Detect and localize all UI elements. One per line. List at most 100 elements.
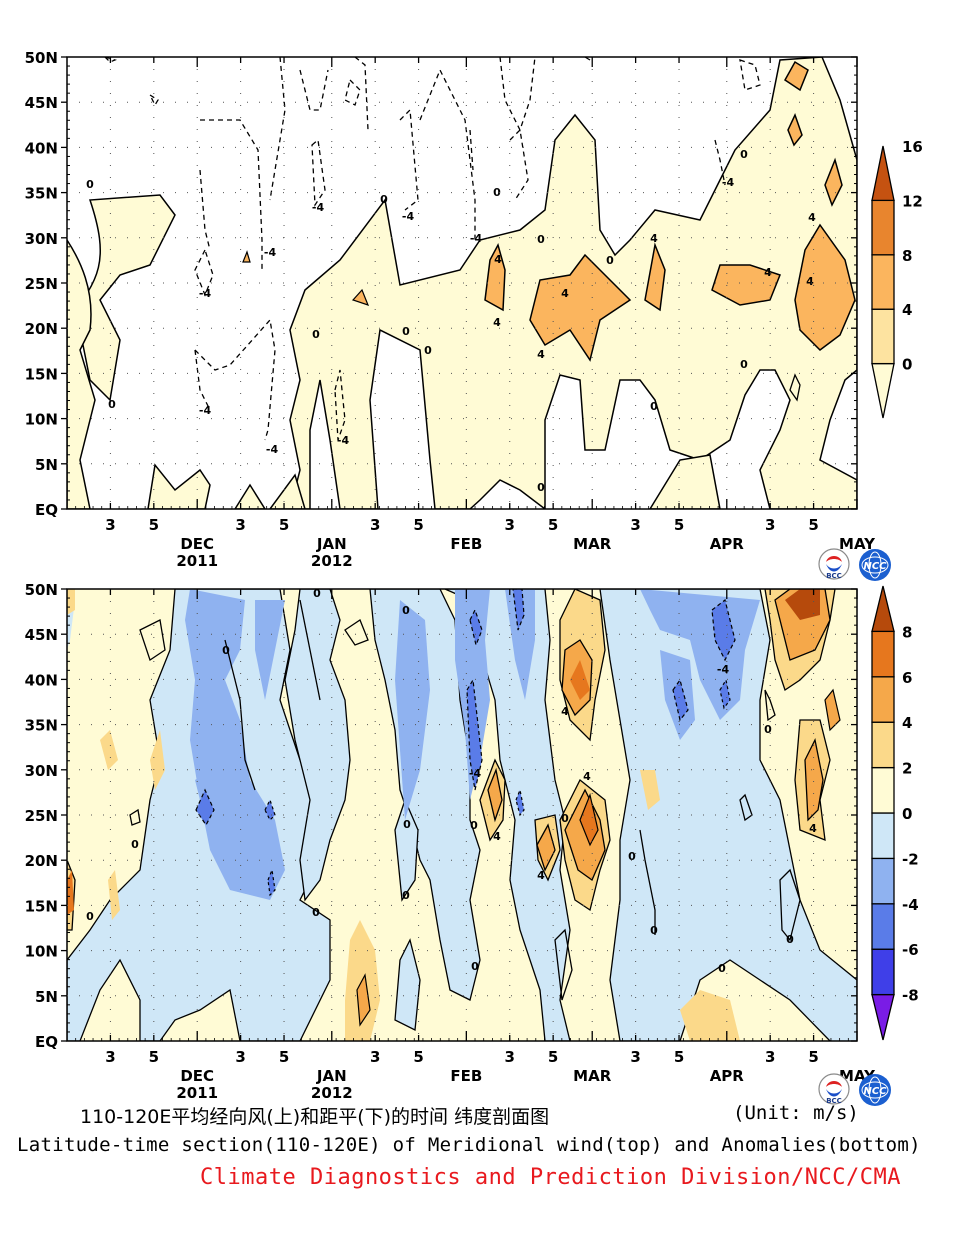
- top-colorbar-label: 0: [902, 356, 912, 374]
- svg-text:0: 0: [470, 819, 478, 832]
- bottom-ytick-label: 40N: [25, 671, 58, 689]
- bottom-xtick-label: 3: [235, 1048, 245, 1066]
- svg-text:0: 0: [650, 400, 658, 413]
- svg-text:-4: -4: [199, 287, 212, 300]
- svg-text:0: 0: [561, 812, 569, 825]
- ncc-logo: NCC: [859, 1074, 891, 1106]
- svg-text:0: 0: [537, 233, 545, 246]
- top-ytick-label: 45N: [25, 94, 58, 112]
- svg-text:-4: -4: [312, 201, 325, 214]
- bottom-xtick-label: 3: [765, 1048, 775, 1066]
- bottom-xtick-label: 3: [105, 1048, 115, 1066]
- bottom-colorbar: -8 -6 -4 -2 0 2 4 6 8: [871, 585, 919, 1041]
- top-xtick-label: 3: [235, 516, 245, 534]
- bottom-contour-labels: 0 0 0 0 0 0 0 0 0 0 0 0 0 0 0 -4 -4 4 4 …: [86, 587, 817, 975]
- top-ytick-label: 30N: [25, 230, 58, 248]
- top-xtick-label: 3: [630, 516, 640, 534]
- top-xtick-label: FEB: [450, 535, 482, 553]
- bottom-colorbar-swatch: [871, 948, 895, 996]
- ncc-logo-text: NCC: [863, 1086, 887, 1097]
- bottom-colorbar-swatch: [871, 812, 895, 860]
- top-panel: 0 0 0 0 0 0 0 0 0 0 0 0 -4 -4 -4 -4 -4 -…: [25, 49, 877, 570]
- top-xtick-label: 3: [505, 516, 515, 534]
- top-colorbar-swatch: [871, 199, 895, 256]
- svg-text:0: 0: [313, 587, 321, 600]
- top-xtick-label: 3: [370, 516, 380, 534]
- caption-english-title: Latitude-time section(110-120E) of Merid…: [17, 1134, 921, 1156]
- svg-text:-4: -4: [337, 434, 350, 447]
- svg-text:0: 0: [86, 178, 94, 191]
- svg-text:0: 0: [86, 910, 94, 923]
- svg-text:0: 0: [606, 254, 614, 267]
- top-xtick-label: APR: [710, 535, 745, 553]
- bottom-xtick-label: DEC: [180, 1067, 214, 1085]
- svg-text:4: 4: [806, 275, 814, 288]
- caption-unit: (Unit: m/s): [733, 1102, 859, 1124]
- svg-text:0: 0: [537, 481, 545, 494]
- bottom-colorbar-swatch: [871, 721, 895, 769]
- top-colorbar: 0 4 8 12 16: [871, 138, 923, 419]
- bottom-panel: 0 0 0 0 0 0 0 0 0 0 0 0 0 0 0 -4 -4 4 4 …: [25, 581, 877, 1102]
- svg-text:0: 0: [131, 838, 139, 851]
- svg-text:0: 0: [718, 962, 726, 975]
- svg-text:-4: -4: [402, 210, 415, 223]
- svg-text:4: 4: [561, 705, 569, 718]
- ncc-logo: NCC: [859, 549, 891, 581]
- top-ytick-label: EQ: [35, 501, 58, 519]
- svg-text:-4: -4: [264, 246, 277, 259]
- top-xtick-label: 5: [674, 516, 684, 534]
- top-colorbar-triangle: [871, 145, 895, 202]
- svg-text:-4: -4: [722, 176, 735, 189]
- top-ytick-label: 10N: [25, 411, 58, 429]
- top-colorbar-label: 12: [902, 192, 923, 210]
- bottom-colorbar-label: -4: [902, 896, 919, 914]
- bottom-colorbar-label: 4: [902, 714, 912, 732]
- bcc-logo-text: BCC: [826, 1097, 842, 1105]
- svg-text:0: 0: [312, 328, 320, 341]
- top-colorbar-triangle: [871, 362, 895, 419]
- svg-text:-4: -4: [199, 404, 212, 417]
- svg-text:0: 0: [764, 723, 772, 736]
- bottom-xtick-label: 5: [279, 1048, 289, 1066]
- bottom-colorbar-label: -8: [902, 987, 919, 1005]
- svg-text:-4: -4: [266, 443, 279, 456]
- top-xtick-label: MAR: [573, 535, 612, 553]
- bottom-axes: EQ 5N 10N 15N 20N 25N 30N 35N 40N 45N 50N 3 5 DEC 3 5 JA…: [25, 581, 877, 1102]
- svg-text:4: 4: [561, 287, 569, 300]
- svg-text:0: 0: [628, 850, 636, 863]
- top-ytick-label: 40N: [25, 139, 58, 157]
- svg-text:0: 0: [402, 325, 410, 338]
- top-xtick-label: 5: [279, 516, 289, 534]
- top-xtick-label: 5: [149, 516, 159, 534]
- bottom-colorbar-swatch: [871, 903, 895, 950]
- bottom-colorbar-swatch: [871, 857, 895, 905]
- bottom-ytick-label: 15N: [25, 897, 58, 915]
- top-field: 0 0 0 0 0 0 0 0 0 0 0 0 -4 -4 -4 -4 -4 -…: [67, 57, 857, 509]
- top-axes: EQ 5N 10N 15N 20N 25N 30N 35N 40N 45N 50N 3 5 DEC 3 5 JA…: [25, 49, 877, 570]
- bottom-colorbar-swatch: [871, 630, 895, 678]
- bottom-xtick-label: 5: [808, 1048, 818, 1066]
- bottom-colorbar-triangle: [871, 585, 895, 633]
- bottom-colorbar-label: 0: [902, 805, 912, 823]
- top-colorbar-label: 8: [902, 247, 912, 265]
- bottom-ytick-label: 10N: [25, 943, 58, 961]
- top-year-label: 2012: [311, 552, 353, 570]
- bcc-logo: BCC: [818, 1073, 850, 1105]
- bottom-xtick-label: 5: [149, 1048, 159, 1066]
- top-ytick-label: 20N: [25, 320, 58, 338]
- svg-text:0: 0: [402, 604, 410, 617]
- svg-text:0: 0: [471, 960, 479, 973]
- svg-text:-4: -4: [470, 232, 483, 245]
- caption-credit: Climate Diagnostics and Prediction Divis…: [200, 1165, 902, 1190]
- svg-text:4: 4: [809, 822, 817, 835]
- svg-text:-4: -4: [717, 663, 730, 676]
- bottom-year-label: 2011: [176, 1084, 218, 1102]
- svg-text:4: 4: [808, 211, 816, 224]
- svg-text:4: 4: [764, 266, 772, 279]
- svg-text:0: 0: [424, 344, 432, 357]
- bottom-colorbar-label: 6: [902, 669, 912, 687]
- bcc-logo: BCC: [818, 548, 850, 580]
- svg-text:0: 0: [786, 933, 794, 946]
- logo-group-top: BCC NCC: [818, 548, 891, 581]
- top-ytick-label: 35N: [25, 185, 58, 203]
